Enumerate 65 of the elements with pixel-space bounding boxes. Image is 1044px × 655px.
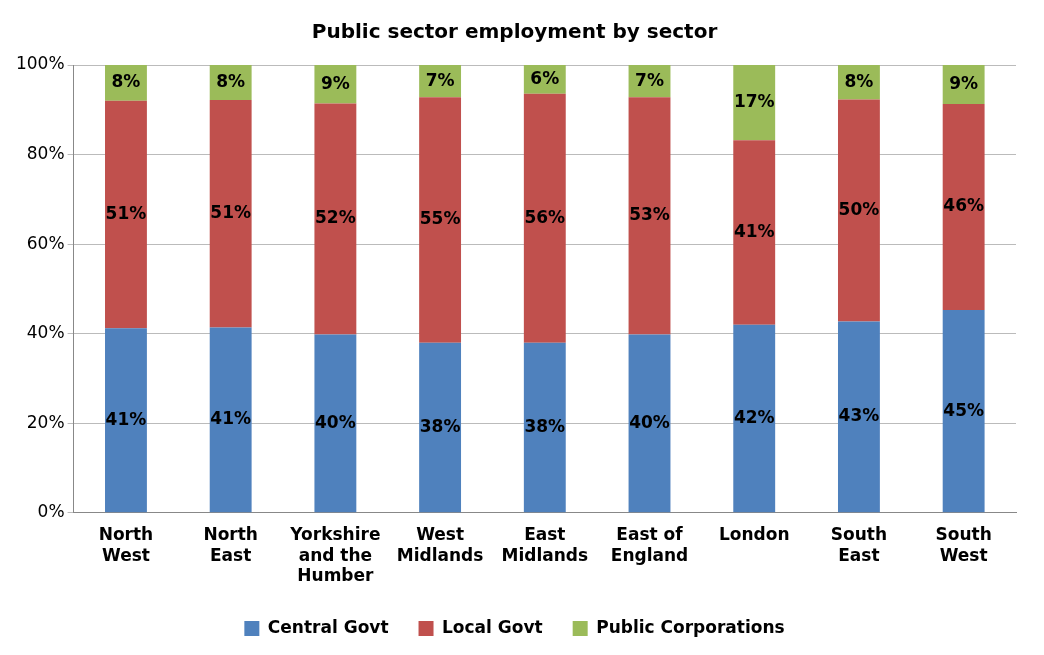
bar [942, 309, 985, 513]
data-label: 46% [943, 195, 984, 216]
data-label: 8% [844, 70, 874, 91]
data-label: 6% [530, 67, 560, 88]
bar [209, 99, 252, 328]
data-label: 41% [105, 408, 147, 429]
data-label: 9% [320, 72, 350, 93]
x-tick-label: East Midlands [501, 524, 589, 565]
data-label: 43% [838, 405, 880, 426]
legend-label: Public Corporations [596, 616, 785, 637]
data-label: 52% [315, 207, 356, 228]
bar [523, 342, 566, 513]
data-label: 38% [524, 415, 566, 436]
y-tick-label: 0% [37, 501, 65, 522]
data-label: 55% [419, 208, 461, 229]
data-label: 41% [733, 220, 775, 241]
data-label: 8% [216, 70, 246, 91]
x-tick-label: West Midlands [396, 524, 484, 565]
bar [209, 327, 252, 513]
data-label: 38% [419, 415, 461, 436]
bar [733, 65, 776, 141]
y-tick-label: 80% [26, 142, 65, 163]
data-label: 41% [210, 408, 252, 429]
data-label: 45% [943, 399, 984, 420]
bar [837, 99, 880, 322]
y-tick-label: 40% [26, 322, 65, 343]
data-label: 8% [111, 71, 141, 92]
data-label: 56% [524, 206, 566, 227]
data-label: 40% [315, 411, 356, 432]
chart-title: Public sector employment by sector [311, 19, 718, 44]
y-tick-label: 100% [15, 53, 65, 74]
bar [314, 334, 357, 513]
bar [733, 140, 776, 325]
x-tick-label: East of England [610, 524, 689, 565]
data-label: 9% [949, 72, 979, 93]
x-tick-label: South East [830, 524, 888, 565]
x-tick-label: London [718, 524, 790, 545]
x-tick-label: South West [935, 524, 992, 565]
data-label: 17% [733, 91, 775, 112]
bar [314, 103, 357, 335]
data-label: 42% [733, 406, 775, 427]
bar [628, 97, 671, 335]
bar [628, 334, 671, 513]
y-tick-label: 60% [26, 232, 65, 253]
data-label: 51% [105, 202, 147, 223]
data-label: 50% [838, 198, 880, 219]
bar [419, 342, 462, 513]
y-tick-label: 20% [26, 411, 65, 432]
bar [105, 100, 147, 329]
x-tick-label: North West [98, 524, 154, 565]
bar [523, 93, 566, 343]
legend-label: Local Govt [442, 616, 543, 637]
data-label: 53% [629, 204, 670, 225]
data-label: 7% [425, 69, 455, 90]
data-label: 51% [210, 202, 252, 223]
bar [733, 324, 776, 513]
legend-label: Central Govt [267, 616, 389, 637]
bar [105, 328, 147, 513]
bar [837, 321, 880, 513]
bar [419, 97, 462, 343]
bar [942, 103, 985, 310]
data-label: 40% [629, 411, 670, 432]
data-label: 7% [635, 69, 664, 90]
x-tick-label: North East [203, 524, 258, 565]
x-tick-label: Yorkshire and the Humber [289, 524, 381, 586]
